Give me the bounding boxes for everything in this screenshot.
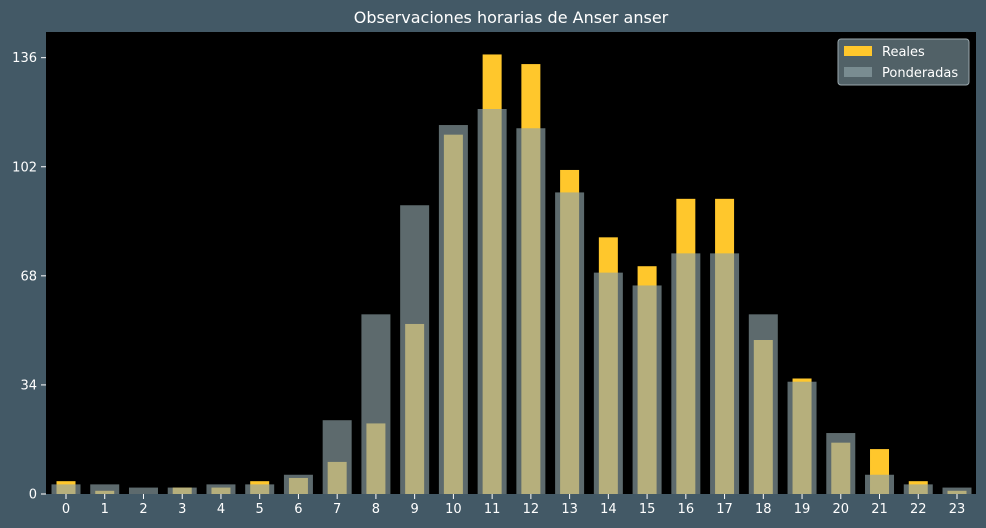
legend-label-ponderadas: Ponderadas (882, 66, 958, 81)
x-tick-label-9: 9 (411, 502, 419, 517)
bar-ponderadas-8 (361, 314, 391, 494)
bar-ponderadas-18 (748, 314, 778, 494)
bar-ponderadas-6 (283, 474, 313, 494)
bar-ponderadas-23 (942, 487, 972, 494)
bar-ponderadas-12 (516, 128, 546, 494)
y-tick-label-136: 136 (12, 51, 37, 66)
bar-ponderadas-19 (787, 381, 817, 494)
chart-title: Observaciones horarias de Anser anser (354, 8, 669, 27)
x-tick-label-18: 18 (755, 502, 772, 517)
legend-label-reales: Reales (882, 45, 925, 60)
x-tick-label-2: 2 (139, 502, 147, 517)
x-tick-label-3: 3 (178, 502, 186, 517)
x-tick-label-17: 17 (716, 502, 733, 517)
bar-ponderadas-3 (167, 487, 197, 494)
x-tick-label-5: 5 (256, 502, 264, 517)
bar-ponderadas-22 (903, 484, 933, 495)
x-tick-label-11: 11 (484, 502, 501, 517)
x-tick-label-13: 13 (561, 502, 578, 517)
x-tick-label-1: 1 (101, 502, 109, 517)
bar-ponderadas-7 (322, 420, 352, 494)
bars-layer (51, 54, 972, 495)
legend: Reales Ponderadas (837, 38, 970, 86)
bar-ponderadas-13 (555, 192, 585, 495)
bar-ponderadas-1 (90, 484, 120, 495)
x-tick-label-16: 16 (678, 502, 695, 517)
bar-ponderadas-14 (593, 272, 623, 495)
bar-ponderadas-17 (710, 253, 740, 494)
plot-area (46, 32, 976, 494)
bar-ponderadas-5 (245, 484, 275, 495)
x-tick-label-4: 4 (217, 502, 225, 517)
x-tick-label-12: 12 (523, 502, 540, 517)
bar-ponderadas-4 (206, 484, 236, 495)
bar-ponderadas-10 (438, 125, 468, 494)
x-tick-label-6: 6 (294, 502, 302, 517)
bar-ponderadas-20 (826, 433, 856, 494)
legend-swatch-ponderadas (844, 67, 872, 77)
x-tick-label-21: 21 (871, 502, 888, 517)
x-tick-label-14: 14 (600, 502, 617, 517)
x-tick-label-20: 20 (833, 502, 850, 517)
bar-ponderadas-21 (865, 474, 895, 494)
bar-ponderadas-15 (632, 285, 662, 494)
x-tick-label-15: 15 (639, 502, 656, 517)
x-tick-label-19: 19 (794, 502, 811, 517)
x-tick-label-10: 10 (445, 502, 462, 517)
x-tick-label-23: 23 (949, 502, 966, 517)
x-tick-label-7: 7 (333, 502, 341, 517)
y-tick-label-102: 102 (12, 160, 37, 175)
bar-ponderadas-11 (477, 109, 507, 494)
bar-ponderadas-0 (51, 484, 81, 495)
x-tick-label-22: 22 (910, 502, 927, 517)
y-tick-label-68: 68 (20, 269, 37, 284)
y-tick-label-0: 0 (29, 488, 37, 503)
bar-ponderadas-16 (671, 253, 701, 494)
x-tick-label-8: 8 (372, 502, 380, 517)
bar-ponderadas-2 (128, 487, 158, 494)
x-tick-label-0: 0 (62, 502, 70, 517)
y-tick-label-34: 34 (20, 378, 37, 393)
legend-swatch-reales (844, 46, 872, 56)
bar-ponderadas-9 (400, 205, 430, 494)
